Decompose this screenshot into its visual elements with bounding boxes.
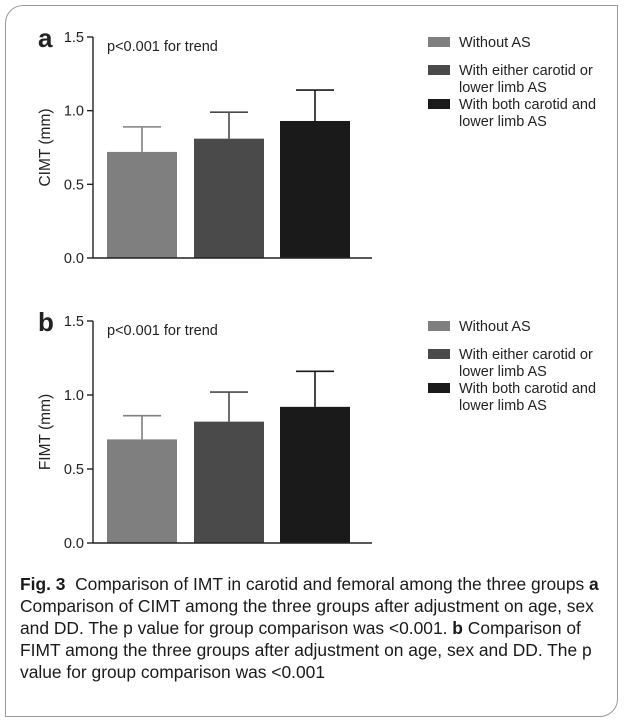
y-tick-label: 0.5 — [64, 177, 84, 193]
chart-panel-b: b p<0.001 for trend 0.0 0.5 1.0 1.5 FIMT (mm) W… — [37, 307, 596, 552]
y-tick-label: 0.5 — [64, 462, 84, 478]
legend-label-1: Without AS — [459, 35, 531, 51]
legend-swatch-1 — [428, 321, 450, 331]
legend-label-3: With both carotid and — [459, 97, 596, 113]
figure-charts: a p<0.001 for trend 0.0 0.5 1.0 1.5 CIMT (mm) W… — [37, 23, 596, 552]
trend-annotation: p<0.001 for trend — [107, 323, 218, 339]
legend-label-3: lower limb AS — [459, 398, 547, 414]
legend-label-2: lower limb AS — [459, 364, 547, 380]
legend-swatch-3 — [428, 383, 450, 393]
legend-swatch-2 — [428, 349, 450, 359]
bar-3 — [280, 406, 350, 543]
bar-1 — [107, 439, 177, 543]
bar-2 — [194, 138, 264, 258]
bar-1 — [107, 151, 177, 258]
caption-b-label: b — [452, 618, 463, 638]
panel-letter: b — [38, 307, 54, 337]
legend-label-1: Without AS — [459, 319, 531, 335]
trend-annotation: p<0.001 for trend — [107, 39, 218, 55]
legend-swatch-3 — [428, 99, 450, 109]
legend-label-2: With either carotid or — [459, 63, 593, 79]
legend-label-2: With either carotid or — [459, 347, 593, 363]
caption-b-text: Comparison of FIMT among the three group… — [20, 618, 592, 682]
y-tick-label: 1.5 — [64, 314, 84, 330]
y-tick-label: 0.0 — [64, 251, 84, 267]
y-tick-label: 1.0 — [64, 104, 84, 120]
legend-label-3: lower limb AS — [459, 114, 547, 130]
y-tick-label: 1.5 — [64, 30, 84, 46]
caption-fig-label: Fig. 3 — [20, 574, 66, 594]
legend-label-3: With both carotid and — [459, 381, 596, 397]
bar-3 — [280, 120, 350, 258]
figure-caption: Fig. 3 Comparison of IMT in carotid and … — [20, 573, 610, 683]
y-tick-label: 1.0 — [64, 388, 84, 404]
caption-a-text: Comparison of CIMT among the three group… — [20, 596, 594, 638]
caption-a-label: a — [589, 574, 599, 594]
legend-label-2: lower limb AS — [459, 80, 547, 96]
y-tick-label: 0.0 — [64, 536, 84, 552]
legend-swatch-2 — [428, 65, 450, 75]
y-axis-label: FIMT (mm) — [37, 394, 54, 470]
legend-swatch-1 — [428, 37, 450, 47]
caption-title: Comparison of IMT in carotid and femoral… — [75, 574, 585, 594]
y-axis-label: CIMT (mm) — [37, 108, 54, 186]
panel-letter: a — [38, 23, 53, 53]
bar-2 — [194, 421, 264, 543]
chart-panel-a: a p<0.001 for trend 0.0 0.5 1.0 1.5 CIMT (mm) W… — [37, 23, 596, 267]
